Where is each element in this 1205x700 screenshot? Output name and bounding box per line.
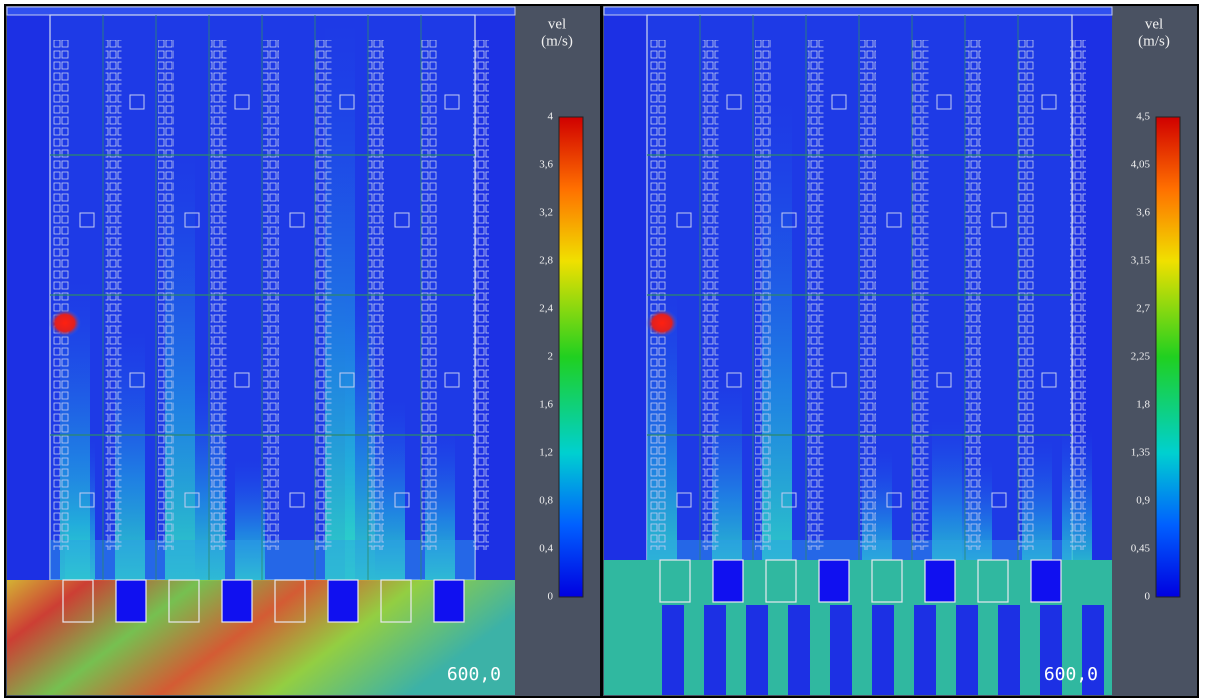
channel [998,605,1020,695]
colorbar-tick-label: 1,8 [1136,399,1150,411]
opening [713,560,743,602]
wall [604,7,1112,15]
colorbar-tick-label: 0,45 [1131,543,1151,555]
colorbar-title: (m/s) [541,33,573,49]
colorbar-tick-label: 2,4 [539,303,553,315]
channel [956,605,978,695]
page: 600,0vel(m/s)43,63,22,82,421,61,20,80,40… [0,0,1205,700]
colorbar-tick-label: 3,6 [1136,207,1150,219]
channel [746,605,768,695]
rack-strip [473,40,489,550]
colorbar-tick-label: 4,05 [1131,159,1151,171]
opening [434,580,464,622]
colorbar-title: (m/s) [1138,33,1170,49]
panel: 600,0 vel(m/s) 4,5 4,05 3,6 3,15 2,7 2,25 1,8 1,3… [602,5,1198,697]
colorbar-tick-label: 1,6 [539,399,553,411]
colorbar-title: vel [1145,16,1163,32]
channel [914,605,936,695]
colorbar-tick-label: 2 [548,351,554,363]
rack-strip [1070,40,1086,550]
colorbar-tick-label: 0 [548,591,554,603]
time-label: 600,0 [447,664,501,685]
hot-spot [49,309,81,337]
opening [925,560,955,602]
colorbar-tick-label: 2,8 [539,255,553,267]
channel [830,605,852,695]
colorbar-tick-label: 0 [1145,591,1151,603]
colorbar-tick-label: 2,7 [1136,303,1150,315]
colorbar-tick-label: 3,6 [539,159,553,171]
colorbar-tick-label: 1,35 [1131,447,1151,459]
colorbar [1156,117,1180,597]
colorbar [559,117,583,597]
colorbar-tick-label: 4,5 [1136,111,1150,123]
colorbar-tick-label: 3,15 [1131,255,1151,267]
colorbar-title: vel [548,16,566,32]
colorbar-tick-label: 0,9 [1136,495,1150,507]
channel [704,605,726,695]
channel [872,605,894,695]
time-label: 600,0 [1044,664,1098,685]
opening [116,580,146,622]
opening [819,560,849,602]
panel: 600,0 vel(m/s) 4 3,6 3,2 2,8 2,4 2 1,6 1,2 0,8 0,4 0 [5,5,601,697]
colorbar-tick-label: 0,4 [539,543,553,555]
opening [328,580,358,622]
colorbar-tick-label: 1,2 [539,447,553,459]
colorbar-tick-label: 2,25 [1131,351,1151,363]
colorbar-tick-label: 3,2 [539,207,553,219]
opening [222,580,252,622]
hot-spot [646,309,678,337]
colorbar-tick-label: 4 [548,111,554,123]
channel [788,605,810,695]
channel [662,605,684,695]
colorbar-tick-label: 0,8 [539,495,553,507]
wall [7,7,515,15]
opening [1031,560,1061,602]
